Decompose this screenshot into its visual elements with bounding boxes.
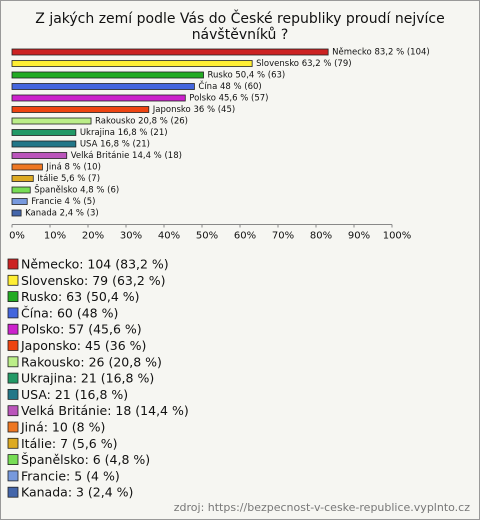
bar (11, 83, 195, 90)
legend-swatch (7, 258, 19, 270)
data-label: Rusko 50,4 % (63) (208, 71, 286, 81)
source: zdroj: https://bezpecnost-v-ceske-republ… (174, 501, 470, 514)
bar (11, 94, 186, 102)
legend-label: Kanada: 3 (2,4 %) (21, 485, 133, 500)
data-label: Francie 4 % (5) (31, 197, 95, 207)
data-label: Rakousko 20,8 % (26) (95, 117, 188, 127)
legend-swatch (7, 340, 19, 351)
x-tick-label: 90% (348, 231, 370, 242)
legend-label: Jiná: 10 (8 %) (20, 420, 105, 435)
x-tick-label: 40% (158, 231, 180, 242)
legend-swatch (7, 421, 19, 433)
legend-label: Japonsko: 45 (36 %) (20, 338, 146, 353)
legend-label: Rakousko: 26 (20,8 %) (21, 354, 162, 369)
legend-label: Rusko: 63 (50,4 %) (21, 289, 140, 304)
data-label: Itálie 5,6 % (7) (37, 174, 100, 184)
data-label: Slovensko 63,2 % (79) (256, 59, 351, 69)
x-tick-label: 80% (310, 231, 332, 242)
data-label: Španělsko 4,8 % (6) (34, 184, 119, 196)
bar (11, 140, 77, 148)
x-tick-label: 0% (9, 231, 25, 242)
legend-swatch (7, 388, 19, 400)
bar (11, 71, 204, 79)
legend-swatch (7, 274, 19, 286)
legend-swatch (7, 291, 19, 303)
chart-title: návštěvníků ? (192, 27, 289, 43)
bar (11, 175, 34, 182)
data-label: USA 16,8 % (21) (80, 140, 150, 150)
chart-title: Z jakých zemí podle Vás do České republi… (35, 9, 444, 27)
legend-swatch (7, 454, 19, 466)
legend-label: Slovensko: 79 (63,2 %) (21, 273, 166, 288)
x-tick-label: 20% (82, 231, 104, 242)
legend-swatch (7, 323, 19, 335)
legend-label: Francie: 5 (4 %) (21, 468, 120, 483)
legend-label: Velká Británie: 18 (14,4 %) (21, 403, 189, 418)
data-label: Jiná 8 % (10) (45, 163, 101, 173)
data-label: Velká Británie 14,4 % (18) (71, 151, 182, 161)
x-tick-label: 10% (44, 231, 66, 242)
data-label: Německo 83,2 % (104) (332, 48, 430, 58)
legend-label: Německo: 104 (83,2 %) (21, 257, 169, 272)
data-label: Čína 48 % (60) (198, 80, 261, 92)
legend-label: USA: 21 (16,8 %) (21, 387, 128, 402)
x-tick-label: 100% (383, 231, 412, 242)
legend-swatch (7, 470, 19, 482)
legend-swatch (7, 372, 19, 384)
legend-swatch (7, 307, 19, 319)
bar (11, 163, 43, 171)
bar (11, 60, 253, 67)
bar (11, 106, 150, 113)
legend-swatch (7, 437, 19, 449)
bar (11, 129, 77, 136)
x-tick-label: 50% (196, 231, 218, 242)
bar (11, 209, 22, 217)
data-label: Ukrajina 16,8 % (21) (80, 128, 168, 138)
bar (11, 152, 68, 159)
data-label: Japonsko 36 % (45) (152, 105, 235, 115)
legend-swatch (7, 486, 19, 498)
bar (11, 198, 28, 205)
bar (11, 48, 329, 56)
legend-swatch (7, 405, 19, 417)
legend-label: Polsko: 57 (45,6 %) (21, 322, 142, 337)
data-label: Kanada 2,4 % (3) (25, 209, 99, 219)
legend-label: Španělsko: 6 (4,8 %) (21, 452, 150, 467)
bar (11, 117, 92, 125)
legend-label: Ukrajina: 21 (16,8 %) (21, 371, 154, 386)
x-tick-label: 30% (120, 231, 142, 242)
x-tick-label: 60% (234, 231, 256, 242)
bar (11, 186, 31, 194)
x-tick-label: 70% (272, 231, 294, 242)
legend-label: Čína: 60 (48 %) (21, 305, 118, 320)
legend-label: Itálie: 7 (5,6 %) (21, 436, 117, 451)
data-label: Polsko 45,6 % (57) (189, 94, 268, 104)
legend-swatch (7, 356, 19, 368)
